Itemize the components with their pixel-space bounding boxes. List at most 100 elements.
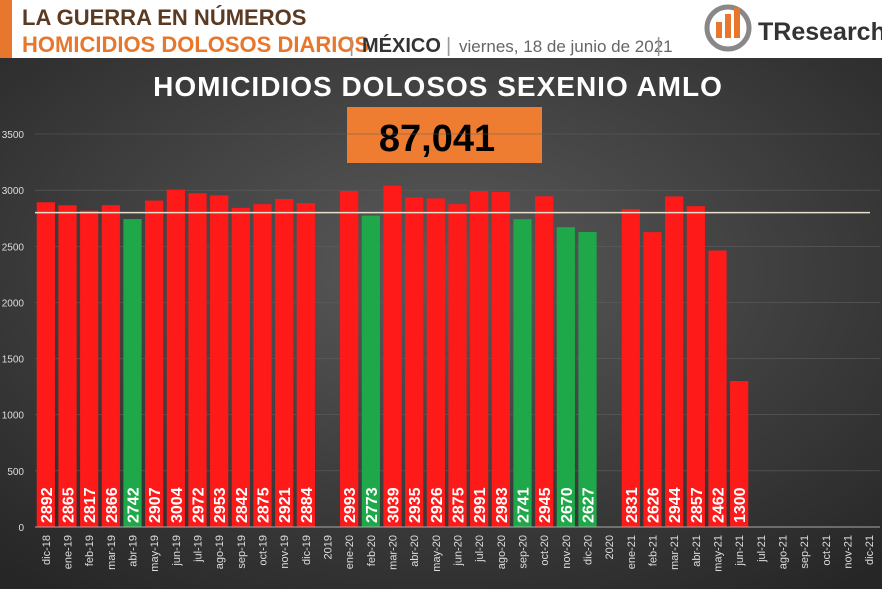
bar: [253, 204, 272, 527]
x-tick-label: ago-21: [778, 535, 790, 569]
value-label: 2944: [667, 487, 684, 523]
x-tick-label: jun-20: [453, 535, 465, 567]
x-tick-label: oct-21: [821, 535, 833, 566]
bar: [491, 192, 510, 528]
value-label: 2462: [711, 487, 728, 523]
value-label: 2865: [61, 487, 78, 523]
bar: [686, 206, 705, 527]
x-tick-label: jul-20: [474, 535, 486, 563]
x-tick-label: dic-19: [301, 535, 313, 565]
bar: [448, 204, 467, 527]
value-label: 2742: [126, 487, 143, 523]
x-tick-label: nov-20: [561, 535, 573, 569]
value-label: 2983: [494, 487, 511, 523]
value-label: 1300: [732, 487, 749, 523]
bar: [145, 200, 164, 527]
annotation: 87,041: [379, 118, 495, 160]
value-label: 2627: [581, 487, 598, 523]
x-tick-label: sep-21: [799, 535, 811, 569]
x-tick-label: abr-19: [128, 535, 140, 567]
y-tick-label: 0: [18, 523, 24, 534]
bar: [578, 232, 597, 527]
chart-title: HOMICIDIOS DOLOSOS SEXENIO AMLO: [153, 71, 723, 102]
bar: [166, 189, 185, 527]
bar: [340, 190, 359, 527]
value-label: 2857: [689, 487, 706, 523]
y-tick-label: 2000: [2, 298, 25, 309]
bar: [556, 227, 575, 527]
bar: [210, 195, 229, 527]
x-tick-label: dic-18: [41, 535, 53, 565]
value-label: 2842: [234, 487, 251, 523]
value-label: 2907: [147, 487, 164, 523]
x-tick-label: jun-19: [171, 535, 183, 567]
bar: [275, 199, 294, 527]
x-tick-label: ago-20: [496, 535, 508, 569]
brand: TResearch: [758, 18, 882, 46]
x-tick-label: may-20: [431, 535, 443, 572]
logo-icon: [704, 4, 752, 52]
annotation-box: [347, 107, 542, 163]
value-label: 2926: [429, 487, 446, 523]
bar: [708, 250, 727, 528]
value-label: 3004: [169, 487, 186, 523]
bar: [123, 219, 142, 528]
value-label: 2892: [39, 487, 56, 523]
x-tick-label: jul-19: [193, 535, 205, 563]
value-label: 2875: [451, 487, 468, 523]
value-label: 2817: [82, 487, 99, 523]
y-tick-label: 3500: [2, 130, 25, 141]
value-label: 2991: [472, 487, 489, 523]
bar: [470, 191, 489, 527]
value-label: 2626: [646, 487, 663, 523]
x-tick-label: sep-20: [518, 535, 530, 569]
x-tick-label: mar-21: [669, 535, 681, 570]
bar: [361, 215, 380, 527]
y-tick-label: 500: [7, 467, 24, 478]
bar: [621, 209, 640, 527]
bar: [188, 193, 207, 527]
x-tick-label: feb-20: [366, 535, 378, 566]
x-tick-label: mar-20: [388, 535, 400, 570]
value-label: 2935: [407, 487, 424, 523]
value-label: 2831: [624, 487, 641, 523]
x-tick-label: 2020: [604, 535, 616, 559]
bar: [513, 219, 532, 527]
value-label: 2875: [256, 487, 273, 523]
x-tick-label: jul-21: [756, 535, 768, 563]
bar: [643, 232, 662, 528]
value-label: 2773: [364, 487, 381, 523]
value-label: 2945: [537, 487, 554, 523]
value-label: 2884: [299, 487, 316, 523]
value-label: 2972: [191, 487, 208, 523]
x-tick-label: oct-19: [258, 535, 270, 566]
bar: [730, 381, 749, 527]
x-tick-label: dic-21: [864, 535, 876, 565]
x-tick-label: sep-19: [236, 535, 248, 569]
bar: [426, 198, 445, 527]
date: viernes, 18 de junio de 2021: [459, 37, 673, 56]
bar: [58, 205, 77, 527]
x-tick-label: may-21: [713, 535, 725, 572]
header-accent: [0, 0, 12, 58]
value-label: 2993: [342, 487, 359, 523]
x-tick-label: ene-19: [63, 535, 75, 569]
y-tick-label: 3000: [2, 186, 25, 197]
bar: [296, 203, 315, 527]
region: MÉXICO: [362, 34, 441, 57]
y-tick-label: 2500: [2, 242, 25, 253]
bar: [80, 210, 99, 527]
bar: [665, 196, 684, 528]
x-tick-label: feb-21: [648, 535, 660, 566]
x-tick-label: 2019: [323, 535, 335, 559]
x-tick-label: feb-19: [84, 535, 96, 566]
x-tick-label: may-19: [149, 535, 161, 572]
x-tick-label: ene-20: [344, 535, 356, 569]
separator: |: [349, 35, 354, 57]
x-tick-label: abr-20: [409, 535, 421, 567]
y-tick-label: 1000: [2, 411, 25, 422]
bar: [36, 202, 55, 527]
value-label: 2953: [212, 487, 229, 523]
value-label: 2921: [277, 487, 294, 523]
header-title: LA GUERRA EN NÚMEROS: [22, 5, 306, 30]
